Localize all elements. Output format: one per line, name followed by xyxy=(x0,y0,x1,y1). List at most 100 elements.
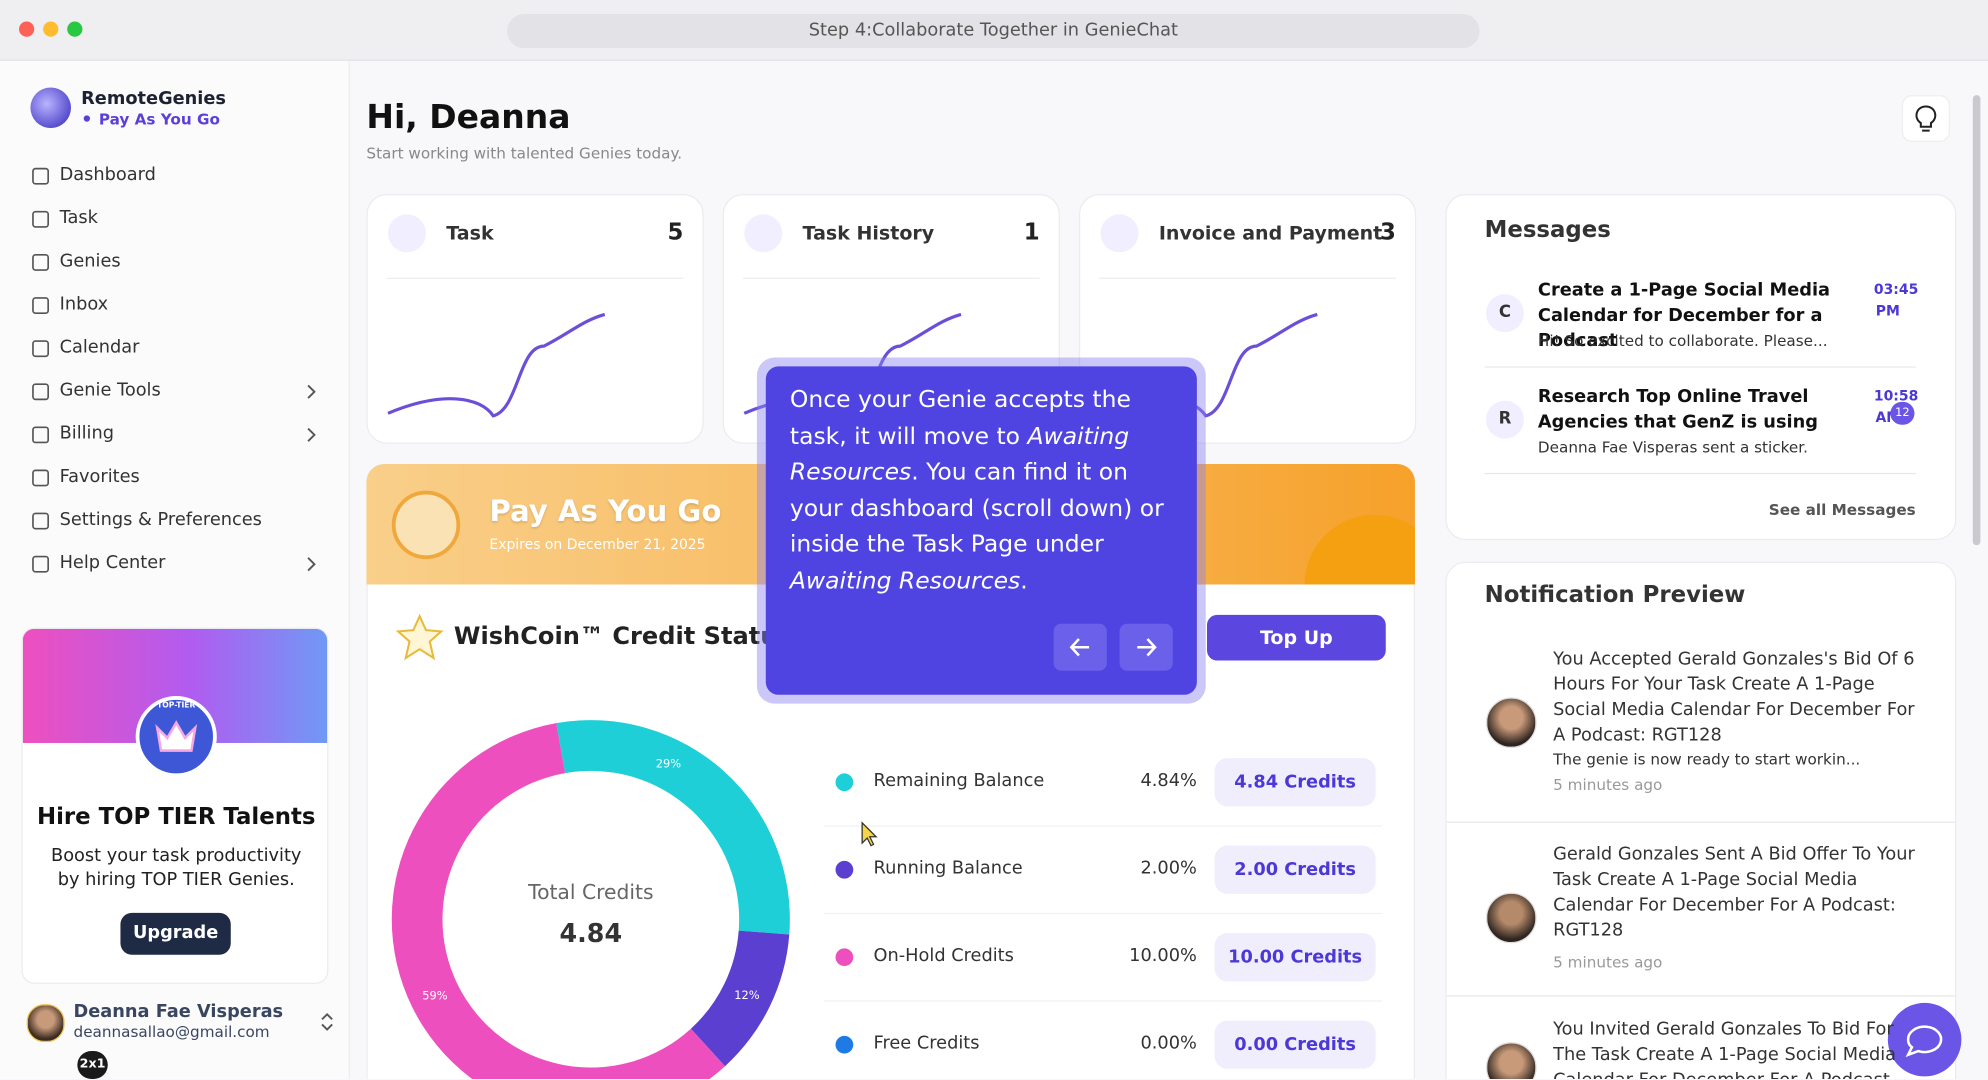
nav-item[interactable]: Genies xyxy=(59,251,121,272)
stat-count: 3 xyxy=(1380,219,1396,246)
nav-icon xyxy=(32,512,50,530)
stat-divider xyxy=(742,277,1040,279)
notification-text: You Accepted Gerald Gonzales's Bid Of 6 … xyxy=(1553,649,1915,746)
nav-icon xyxy=(32,469,50,487)
credit-row-name: On-Hold Credits xyxy=(873,945,1014,967)
greeting-subtitle: Start working with talented Genies today… xyxy=(366,144,683,163)
nav-icon-shape xyxy=(32,426,50,444)
message-time: 03:45 xyxy=(1873,281,1919,298)
stat-label: Task History xyxy=(802,221,935,245)
nav-icon-shape xyxy=(32,555,50,573)
user-menu-chevron[interactable] xyxy=(318,1012,336,1032)
message-divider xyxy=(1484,366,1916,368)
zoom-button[interactable] xyxy=(67,21,83,37)
banner-decoration xyxy=(1304,514,1415,586)
nav-icon-shape xyxy=(32,297,50,314)
notification-text: Gerald Gonzales Sent A Bid Offer To Your… xyxy=(1553,844,1915,941)
credit-row-percent: 4.84% xyxy=(1140,770,1197,792)
logo xyxy=(30,87,72,129)
plan-badge xyxy=(391,490,461,560)
stat-divider xyxy=(386,277,684,279)
plan-dot xyxy=(83,115,91,122)
close-button[interactable] xyxy=(19,21,35,37)
row-divider xyxy=(824,1000,1382,1002)
chat-button[interactable] xyxy=(1887,1002,1962,1077)
sparkline xyxy=(387,312,606,418)
notifications-card xyxy=(1445,561,1957,1079)
nav-item[interactable]: Billing xyxy=(59,423,115,444)
message-divider xyxy=(1484,472,1916,475)
crown-icon xyxy=(155,720,198,752)
message-avatar: R xyxy=(1485,400,1524,439)
nav-item[interactable]: Help Center xyxy=(59,552,166,574)
messages-title: Messages xyxy=(1484,216,1611,244)
stat-icon xyxy=(387,214,427,253)
legend-dot xyxy=(835,860,854,879)
notifications-title: Notification Preview xyxy=(1484,581,1746,609)
nav-icon xyxy=(32,254,50,271)
total-credits-label: Total Credits xyxy=(528,879,654,904)
nav-icon-shape xyxy=(32,254,50,271)
credit-pill: 10.00 Credits xyxy=(1214,933,1376,982)
nav-icon xyxy=(32,210,50,228)
plan-banner-title: Pay As You Go xyxy=(489,495,722,529)
nav-icon xyxy=(32,297,50,314)
notification-avatar xyxy=(1485,892,1537,944)
credit-row-percent: 2.00% xyxy=(1140,858,1197,879)
notification-time: 5 minutes ago xyxy=(1553,953,1663,972)
row-divider xyxy=(824,912,1382,915)
nav-item[interactable]: Calendar xyxy=(59,337,140,358)
nav-item[interactable]: Favorites xyxy=(59,466,140,487)
chat-icon xyxy=(1905,1025,1943,1058)
tooltip-text-part: . xyxy=(1020,567,1028,594)
tooltip-prev-button[interactable] xyxy=(1053,623,1107,671)
top-up-button[interactable]: Top Up xyxy=(1207,614,1386,661)
promo-text: Boost your task productivity by hiring T… xyxy=(51,845,302,891)
donut-label: 12% xyxy=(734,988,760,1002)
credit-donut: 29% 12% 59% xyxy=(391,720,790,1079)
row-divider xyxy=(824,825,1382,827)
credit-row-percent: 10.00% xyxy=(1129,945,1197,967)
mouse-cursor xyxy=(861,821,878,847)
nav-item[interactable]: Inbox xyxy=(59,294,109,315)
donut-segment xyxy=(391,723,726,1079)
notification-text: You Invited Gerald Gonzales To Bid For T… xyxy=(1553,1019,1897,1079)
notification-divider xyxy=(1446,995,1956,997)
message-time: 10:58 xyxy=(1873,387,1919,405)
wishcoin-icon xyxy=(395,613,444,661)
see-all-messages[interactable]: See all Messages xyxy=(1768,500,1916,519)
arrow-left-icon xyxy=(1069,638,1090,657)
nav-icon xyxy=(32,167,50,185)
message-preview: Deanna Fae Visperas sent a sticker. xyxy=(1537,438,1808,457)
scrollbar xyxy=(1972,95,1981,546)
nav-item[interactable]: Settings & Preferences xyxy=(59,509,262,530)
stat-icon xyxy=(744,214,783,253)
upgrade-button[interactable]: Upgrade xyxy=(120,912,231,955)
stat-label: Invoice and Payment xyxy=(1158,221,1383,245)
message-preview: Hi! So excited to collaborate. Please... xyxy=(1537,332,1828,350)
nav-item[interactable]: Genie Tools xyxy=(59,380,161,401)
credit-pill: 2.00 Credits xyxy=(1214,845,1376,894)
minimize-button[interactable] xyxy=(43,21,59,37)
nav-icon xyxy=(32,383,50,401)
nav-icon-shape xyxy=(32,167,50,185)
lightbulb-icon xyxy=(1915,105,1937,132)
tooltip-text-part: Once your Genie accepts the task, it wil… xyxy=(789,386,1131,450)
nav-item[interactable]: Task xyxy=(59,207,98,229)
chevron xyxy=(307,427,316,442)
message-meridiem: PM xyxy=(1875,303,1900,320)
tips-button[interactable] xyxy=(1901,95,1950,143)
chevron xyxy=(307,557,316,572)
tooltip-next-button[interactable] xyxy=(1119,623,1173,671)
stat-label: Task xyxy=(446,221,494,245)
stat-icon xyxy=(1100,214,1139,253)
nav-item[interactable]: Dashboard xyxy=(59,164,156,186)
window-title: Step 4:Collaborate Together in GenieChat xyxy=(507,13,1480,49)
credit-title: WishCoin™ Credit Status xyxy=(453,622,792,651)
legend-dot xyxy=(835,948,854,967)
nav-icon xyxy=(32,555,50,573)
credit-row-percent: 0.00% xyxy=(1140,1033,1197,1054)
arrow-right-icon xyxy=(1137,638,1157,657)
user-name: Deanna Fae Visperas xyxy=(73,1001,284,1022)
